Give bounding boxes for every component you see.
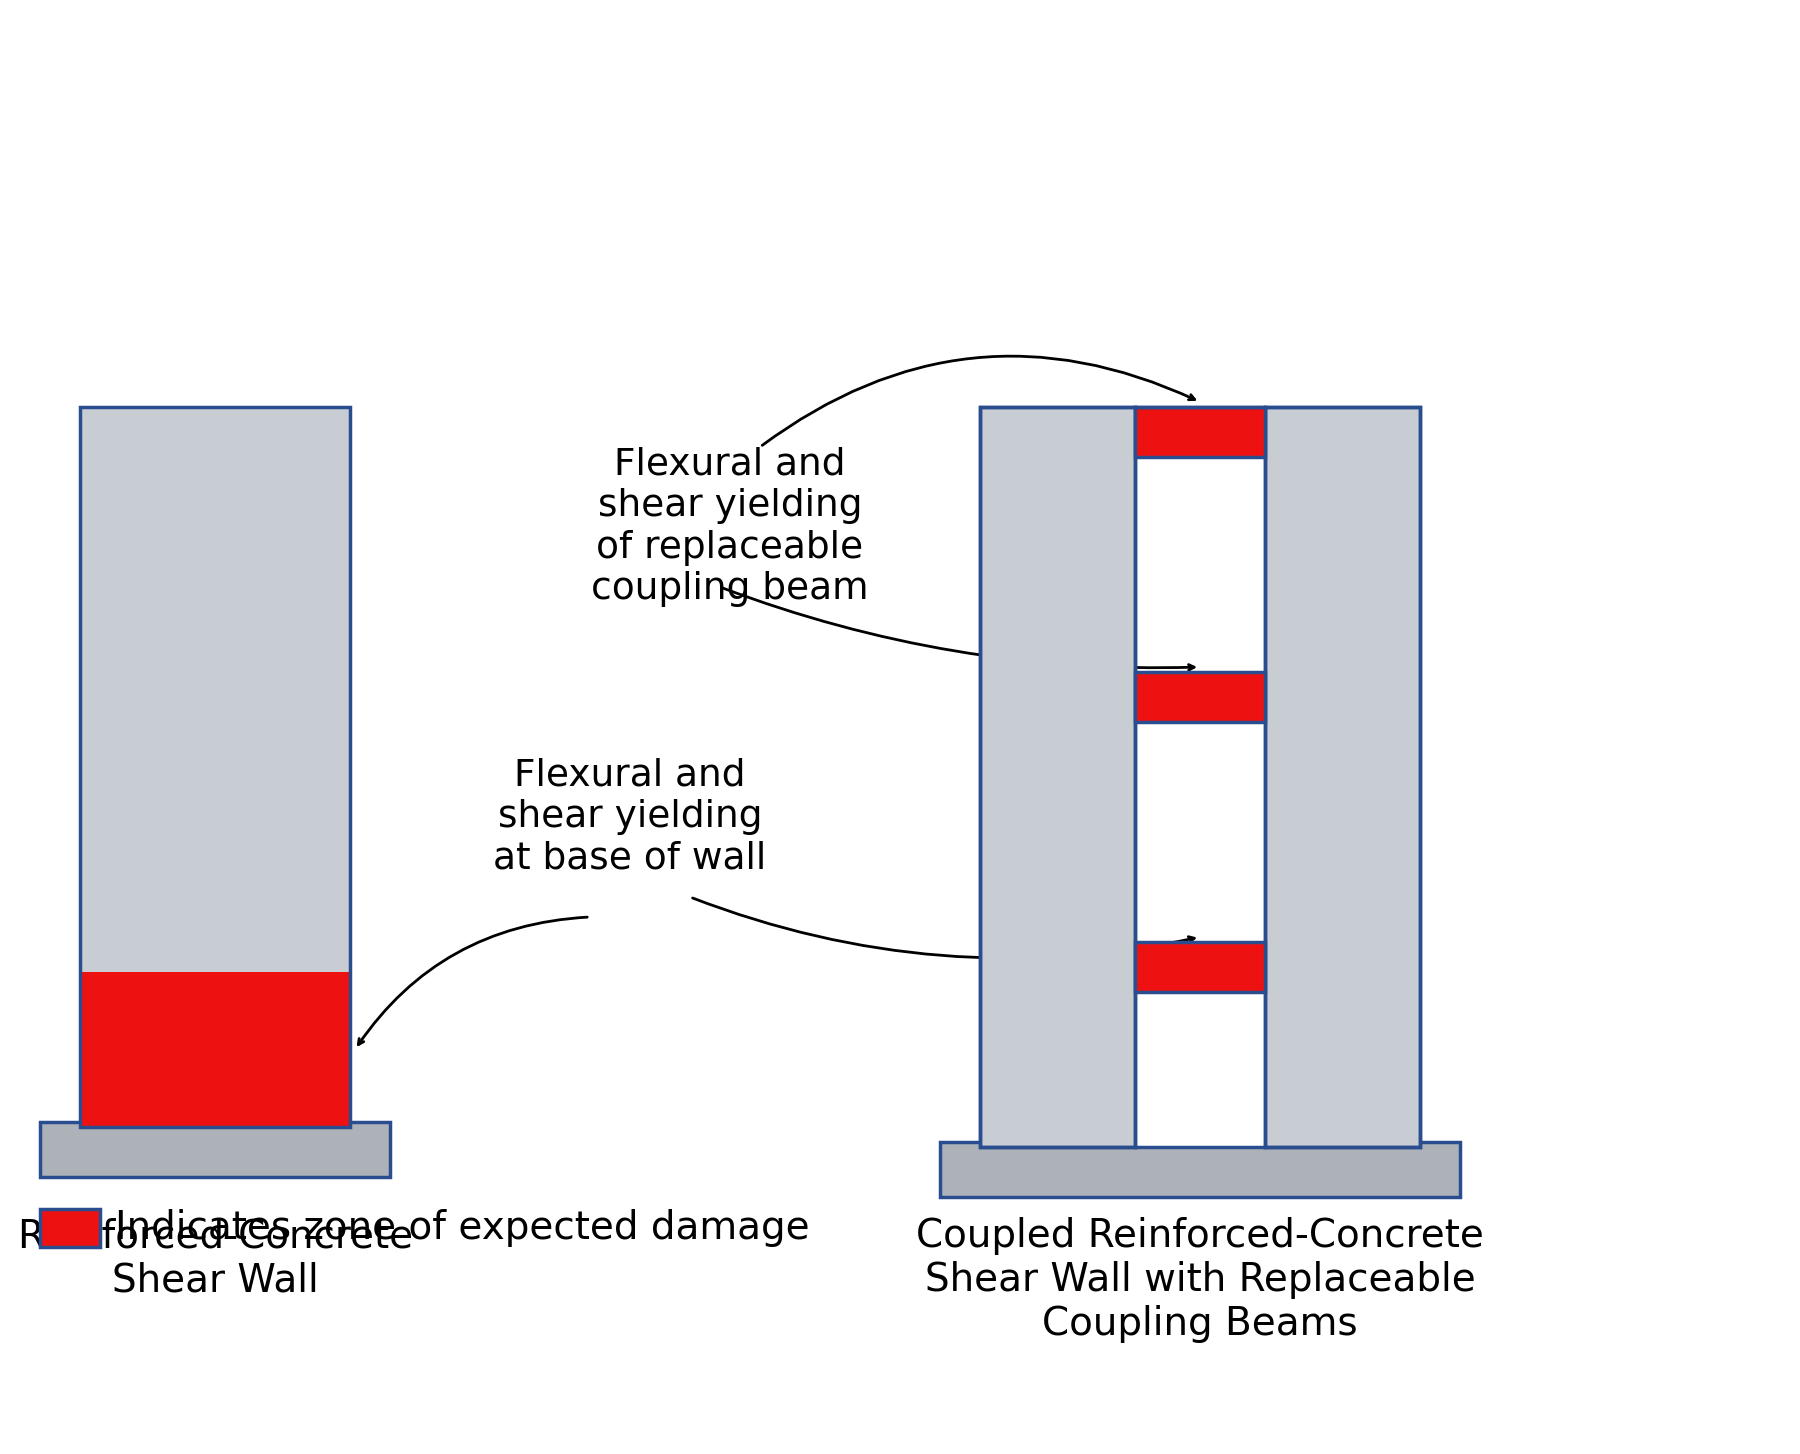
Bar — [40, 1208, 101, 1248]
Text: Flexural and
shear yielding
of replaceable
coupling beam: Flexural and shear yielding of replaceab… — [590, 446, 869, 608]
Bar — [979, 407, 1420, 1147]
Text: Flexural and
shear yielding
at base of wall: Flexural and shear yielding at base of w… — [493, 758, 767, 877]
Bar — [940, 1141, 1460, 1197]
Bar — [79, 407, 349, 973]
Bar — [1136, 407, 1265, 457]
Text: Coupled Reinforced-Concrete
Shear Wall with Replaceable
Coupling Beams: Coupled Reinforced-Concrete Shear Wall w… — [916, 1217, 1483, 1343]
Bar — [79, 973, 349, 1127]
Bar — [979, 407, 1136, 1147]
Text: Reinforced-Concrete
Shear Wall: Reinforced-Concrete Shear Wall — [16, 1217, 412, 1298]
Bar — [1136, 672, 1265, 723]
Bar — [1265, 407, 1420, 1147]
Bar — [40, 1122, 391, 1176]
Bar — [1136, 942, 1265, 992]
Bar — [79, 407, 349, 1127]
Bar — [1136, 407, 1265, 1147]
Text: Indicates zone of expected damage: Indicates zone of expected damage — [115, 1208, 810, 1248]
